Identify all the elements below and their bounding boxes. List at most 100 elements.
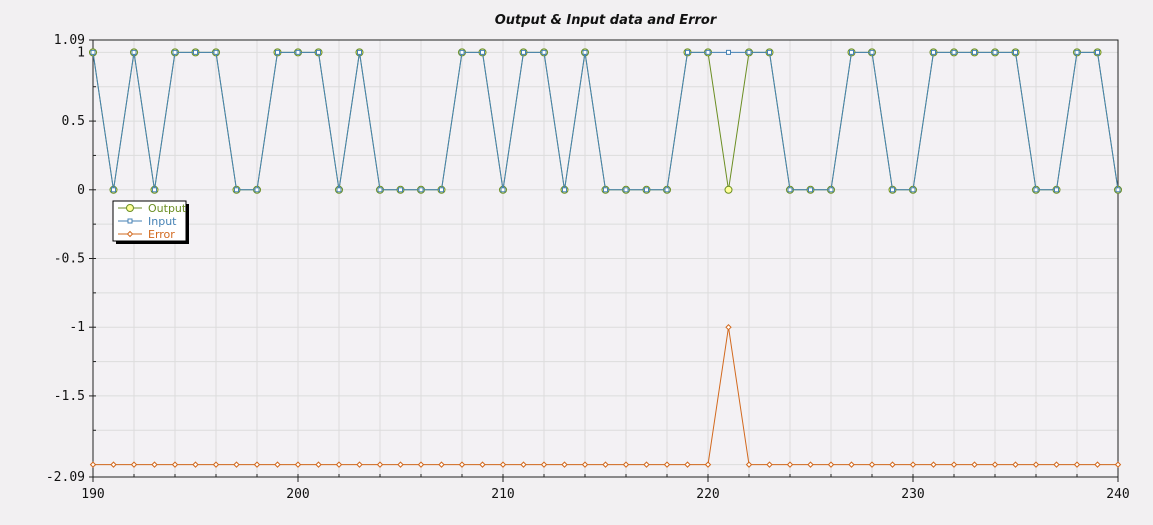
legend-item-output: Output — [118, 202, 187, 215]
data-point-error — [499, 461, 507, 468]
data-point-input — [562, 187, 567, 193]
data-point-error — [971, 461, 978, 468]
data-point-error — [130, 461, 138, 468]
data-point-error — [950, 461, 958, 468]
data-point-input — [377, 187, 383, 193]
data-point-error — [1073, 461, 1081, 468]
data-point-input — [172, 49, 178, 55]
data-point-input — [316, 49, 321, 55]
data-point-error — [253, 461, 261, 468]
data-point-error — [89, 461, 97, 468]
data-point-input — [1054, 187, 1059, 193]
data-point-error — [868, 461, 876, 468]
x-axis: 190 200 210 220 230 240 — [81, 474, 1130, 502]
legend-item-error: Error — [118, 228, 175, 241]
data-point-error — [663, 461, 671, 468]
data-point-error — [643, 461, 650, 468]
data-point-error — [745, 461, 753, 468]
y-tick-label: 1 — [77, 45, 85, 60]
data-point-input — [357, 49, 362, 55]
data-point-input — [623, 187, 629, 193]
legend-item-input: Input — [118, 215, 177, 228]
data-point-input — [910, 187, 916, 193]
x-tick-label: 220 — [696, 487, 719, 502]
data-point-error — [725, 324, 732, 331]
legend-marker-output — [126, 204, 134, 212]
data-point-error — [1053, 461, 1060, 468]
data-point-error — [848, 461, 855, 468]
data-point-error — [151, 461, 158, 468]
y-axis: 1.091 0.5 0 -0.5 -1 -1.5 -2.09 — [46, 33, 96, 485]
series-input — [90, 49, 1121, 193]
data-point-error — [315, 461, 322, 468]
data-point-error — [192, 461, 199, 468]
data-point-input — [644, 187, 649, 193]
data-point-input — [111, 187, 116, 193]
data-point-error — [930, 461, 937, 468]
data-point-input — [992, 49, 998, 55]
data-point-error — [561, 461, 568, 468]
data-point-error — [889, 461, 896, 468]
data-point-error — [335, 461, 343, 468]
data-point-input — [603, 187, 608, 193]
x-tick-label: 190 — [81, 487, 104, 502]
y-tick-label: 0 — [77, 183, 85, 198]
data-point-input — [890, 187, 895, 193]
data-point-error — [294, 461, 302, 468]
data-point-input — [808, 187, 813, 193]
y-tick-label: -0.5 — [54, 252, 85, 267]
data-point-input — [1074, 49, 1080, 55]
y-tick-label: 1.09 — [54, 33, 85, 48]
data-point-error — [807, 461, 814, 468]
y-tick-label: -1 — [69, 320, 85, 335]
chart-title: Output & Input data and Error — [495, 13, 718, 28]
data-point-error — [212, 461, 220, 468]
data-point-input — [213, 49, 219, 55]
data-point-error — [540, 461, 548, 468]
data-point-input — [849, 49, 854, 55]
data-point-error — [1012, 461, 1019, 468]
data-point-input — [152, 187, 157, 193]
grid — [92, 40, 1119, 477]
legend-marker-input — [127, 218, 133, 224]
data-point-input — [705, 49, 711, 55]
data-point-input — [1115, 187, 1121, 193]
data-point-error — [479, 461, 486, 468]
data-point-input — [418, 187, 424, 193]
data-point-error — [376, 461, 384, 468]
data-point-input — [275, 49, 280, 55]
data-point-error — [602, 461, 609, 468]
x-tick-label: 210 — [491, 487, 514, 502]
data-point-error — [909, 461, 917, 468]
data-point-input — [234, 187, 239, 193]
y-tick-label: -1.5 — [54, 389, 85, 404]
data-point-input — [746, 49, 752, 55]
data-point-input — [1095, 49, 1100, 55]
data-point-error — [458, 461, 466, 468]
data-point-input — [295, 49, 301, 55]
data-point-input — [193, 49, 198, 55]
legend-label-error: Error — [148, 228, 175, 241]
y-tick-label: -2.09 — [46, 470, 85, 485]
data-point-input — [131, 49, 137, 55]
data-point-input — [931, 49, 936, 55]
data-point-error — [827, 461, 835, 468]
series-error — [89, 324, 1122, 468]
data-point-error — [438, 461, 445, 468]
data-point-error — [1032, 461, 1040, 468]
x-tick-label: 240 — [1106, 487, 1129, 502]
data-point-error — [233, 461, 240, 468]
data-point-error — [704, 461, 712, 468]
data-point-input — [582, 49, 588, 55]
data-point-error — [397, 461, 404, 468]
data-point-error — [274, 461, 281, 468]
data-point-input — [254, 187, 260, 193]
data-point-error — [1094, 461, 1101, 468]
data-point-error — [417, 461, 425, 468]
data-point-error — [356, 461, 363, 468]
data-point-input — [767, 49, 772, 55]
legend-marker-error — [126, 230, 134, 238]
data-point-input — [541, 49, 547, 55]
